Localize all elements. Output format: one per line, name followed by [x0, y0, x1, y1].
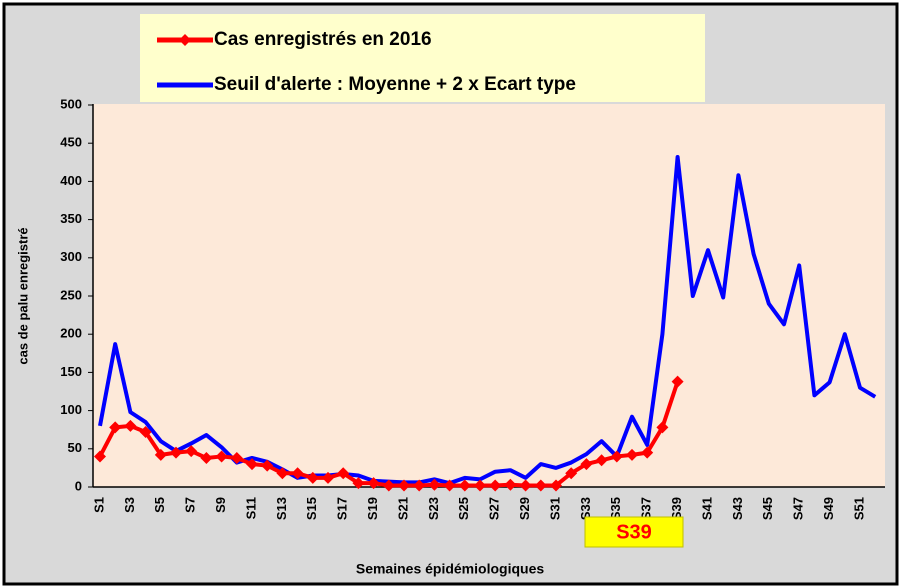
x-tick-label: S47 — [791, 497, 806, 520]
y-tick-label: 150 — [60, 364, 82, 379]
data-marker — [139, 425, 152, 438]
x-tick-label: S51 — [851, 497, 866, 520]
data-marker — [534, 479, 547, 492]
x-tick-label: S5 — [152, 497, 167, 513]
y-tick-label: 400 — [60, 173, 82, 188]
y-tick-label: 50 — [68, 440, 82, 455]
x-tick-label: S19 — [365, 497, 380, 520]
y-tick-label: 250 — [60, 287, 82, 302]
data-marker — [413, 479, 426, 492]
data-marker — [382, 479, 395, 492]
x-tick-label: S17 — [335, 497, 350, 520]
data-marker — [246, 458, 258, 471]
data-marker — [519, 479, 532, 492]
x-tick-label: S25 — [456, 497, 471, 520]
x-axis-label: Semaines épidémiologiques — [356, 561, 544, 577]
data-marker — [610, 450, 623, 463]
x-tick-label: S9 — [213, 497, 228, 513]
y-tick-label: 100 — [60, 402, 82, 417]
y-tick-label: 200 — [60, 326, 82, 341]
x-tick-label: S3 — [122, 497, 137, 513]
y-tick-label: 350 — [60, 211, 82, 226]
data-marker — [580, 458, 593, 471]
data-marker — [230, 451, 243, 464]
series-line — [98, 154, 877, 486]
data-marker — [367, 477, 380, 490]
x-tick-label: S39 — [669, 497, 684, 520]
x-tick-label: S45 — [760, 497, 775, 520]
data-marker — [595, 454, 608, 467]
legend-box — [140, 14, 705, 102]
data-marker — [626, 448, 638, 461]
data-marker — [215, 450, 228, 463]
data-marker — [200, 451, 213, 464]
x-tick-label: S15 — [304, 497, 319, 520]
x-tick-label: S33 — [578, 497, 593, 520]
y-tick-label: 300 — [60, 249, 82, 264]
y-axis-label: cas de palu enregistré — [15, 227, 30, 364]
x-tick-label: S1 — [91, 497, 106, 513]
data-marker — [656, 421, 669, 434]
x-tick-label: S7 — [183, 497, 198, 513]
data-marker — [124, 419, 137, 432]
y-tick-label: 450 — [60, 135, 82, 150]
x-tick-label: S35 — [608, 497, 623, 520]
data-marker — [565, 467, 578, 480]
y-tick-label: 500 — [60, 96, 82, 111]
legend-marker — [179, 34, 191, 46]
data-marker — [109, 421, 122, 434]
data-marker — [261, 459, 274, 472]
data-marker — [398, 479, 410, 492]
data-marker — [337, 467, 350, 480]
annotation-box — [584, 516, 684, 548]
data-marker — [504, 478, 517, 491]
data-marker — [185, 445, 198, 458]
data-marker — [641, 446, 654, 459]
legend-label: Seuil d'alerte : Moyenne + 2 x Ecart typ… — [214, 74, 576, 95]
data-marker — [154, 448, 167, 461]
y-tick-label: 0 — [75, 478, 82, 493]
x-tick-label: S43 — [730, 497, 745, 520]
x-tick-label: S41 — [699, 497, 714, 520]
x-tick-label: S23 — [426, 497, 441, 520]
data-marker — [550, 479, 562, 492]
data-marker — [276, 467, 289, 480]
x-tick-label: S37 — [639, 497, 654, 520]
data-marker — [352, 477, 365, 490]
plot-area — [93, 104, 885, 487]
legend-label: Cas enregistrés en 2016 — [214, 29, 432, 50]
x-tick-label: S29 — [517, 497, 532, 520]
data-marker — [458, 479, 471, 492]
data-marker — [443, 479, 456, 492]
x-tick-label: S21 — [395, 497, 410, 520]
data-marker — [489, 479, 502, 492]
x-tick-label: S49 — [821, 497, 836, 520]
data-marker — [94, 450, 106, 463]
data-marker — [474, 479, 486, 492]
data-marker — [322, 471, 334, 484]
data-marker — [428, 478, 441, 491]
x-tick-label: S13 — [274, 497, 289, 520]
data-marker — [170, 446, 182, 459]
x-tick-label: S31 — [547, 497, 562, 520]
data-marker — [671, 375, 684, 388]
data-marker — [291, 467, 304, 480]
x-tick-label: S11 — [243, 497, 258, 519]
data-marker — [306, 471, 319, 484]
annotation: S39 — [616, 521, 652, 543]
x-tick-label: S27 — [487, 497, 502, 520]
